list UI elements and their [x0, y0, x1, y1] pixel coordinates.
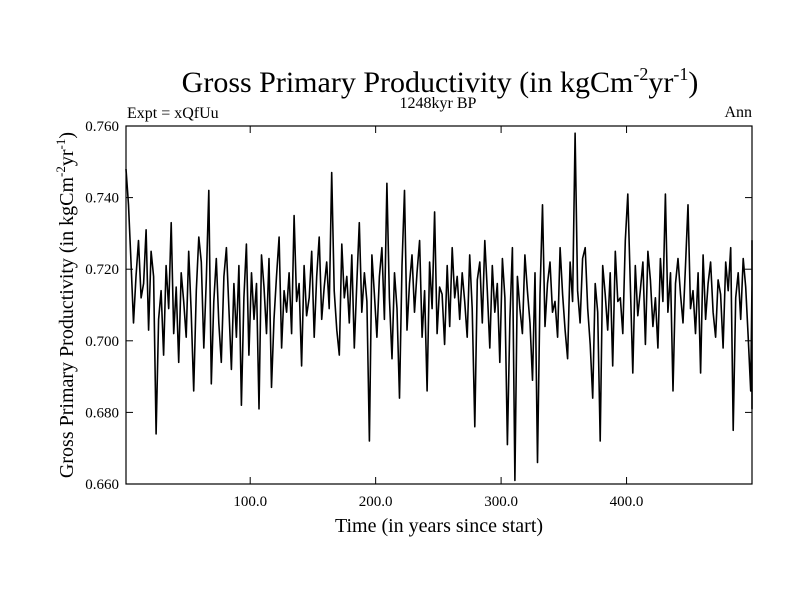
- gpp-series-line: [125, 132, 753, 482]
- chart-subtitle: 1248kyr BP: [400, 95, 477, 112]
- y-axis-label: Gross Primary Productivity (in kgCm-2yr-…: [53, 132, 78, 478]
- x-tick-label: 100.0: [233, 494, 267, 510]
- y-tick-label: 0.720: [85, 262, 119, 278]
- x-tick-label: 400.0: [610, 494, 644, 510]
- y-tick-label: 0.660: [85, 477, 119, 493]
- x-axis-label: Time (in years since start): [335, 515, 543, 537]
- y-tick-label: 0.760: [85, 119, 119, 135]
- x-tick-label: 300.0: [484, 494, 518, 510]
- x-tick-label: 200.0: [359, 494, 393, 510]
- y-tick-label: 0.680: [85, 405, 119, 421]
- y-tick-label: 0.740: [85, 191, 119, 207]
- y-axis: 0.660 0.680 0.700 0.720 0.740 0.760: [85, 119, 752, 493]
- chart-title: Gross Primary Productivity (in kgCm-2yr-…: [182, 64, 699, 99]
- x-axis: 100.0 200.0 300.0 400.0: [233, 126, 643, 510]
- season-label: Ann: [724, 104, 752, 121]
- experiment-label: Expt = xQfUu: [127, 105, 219, 122]
- y-tick-label: 0.700: [85, 334, 119, 350]
